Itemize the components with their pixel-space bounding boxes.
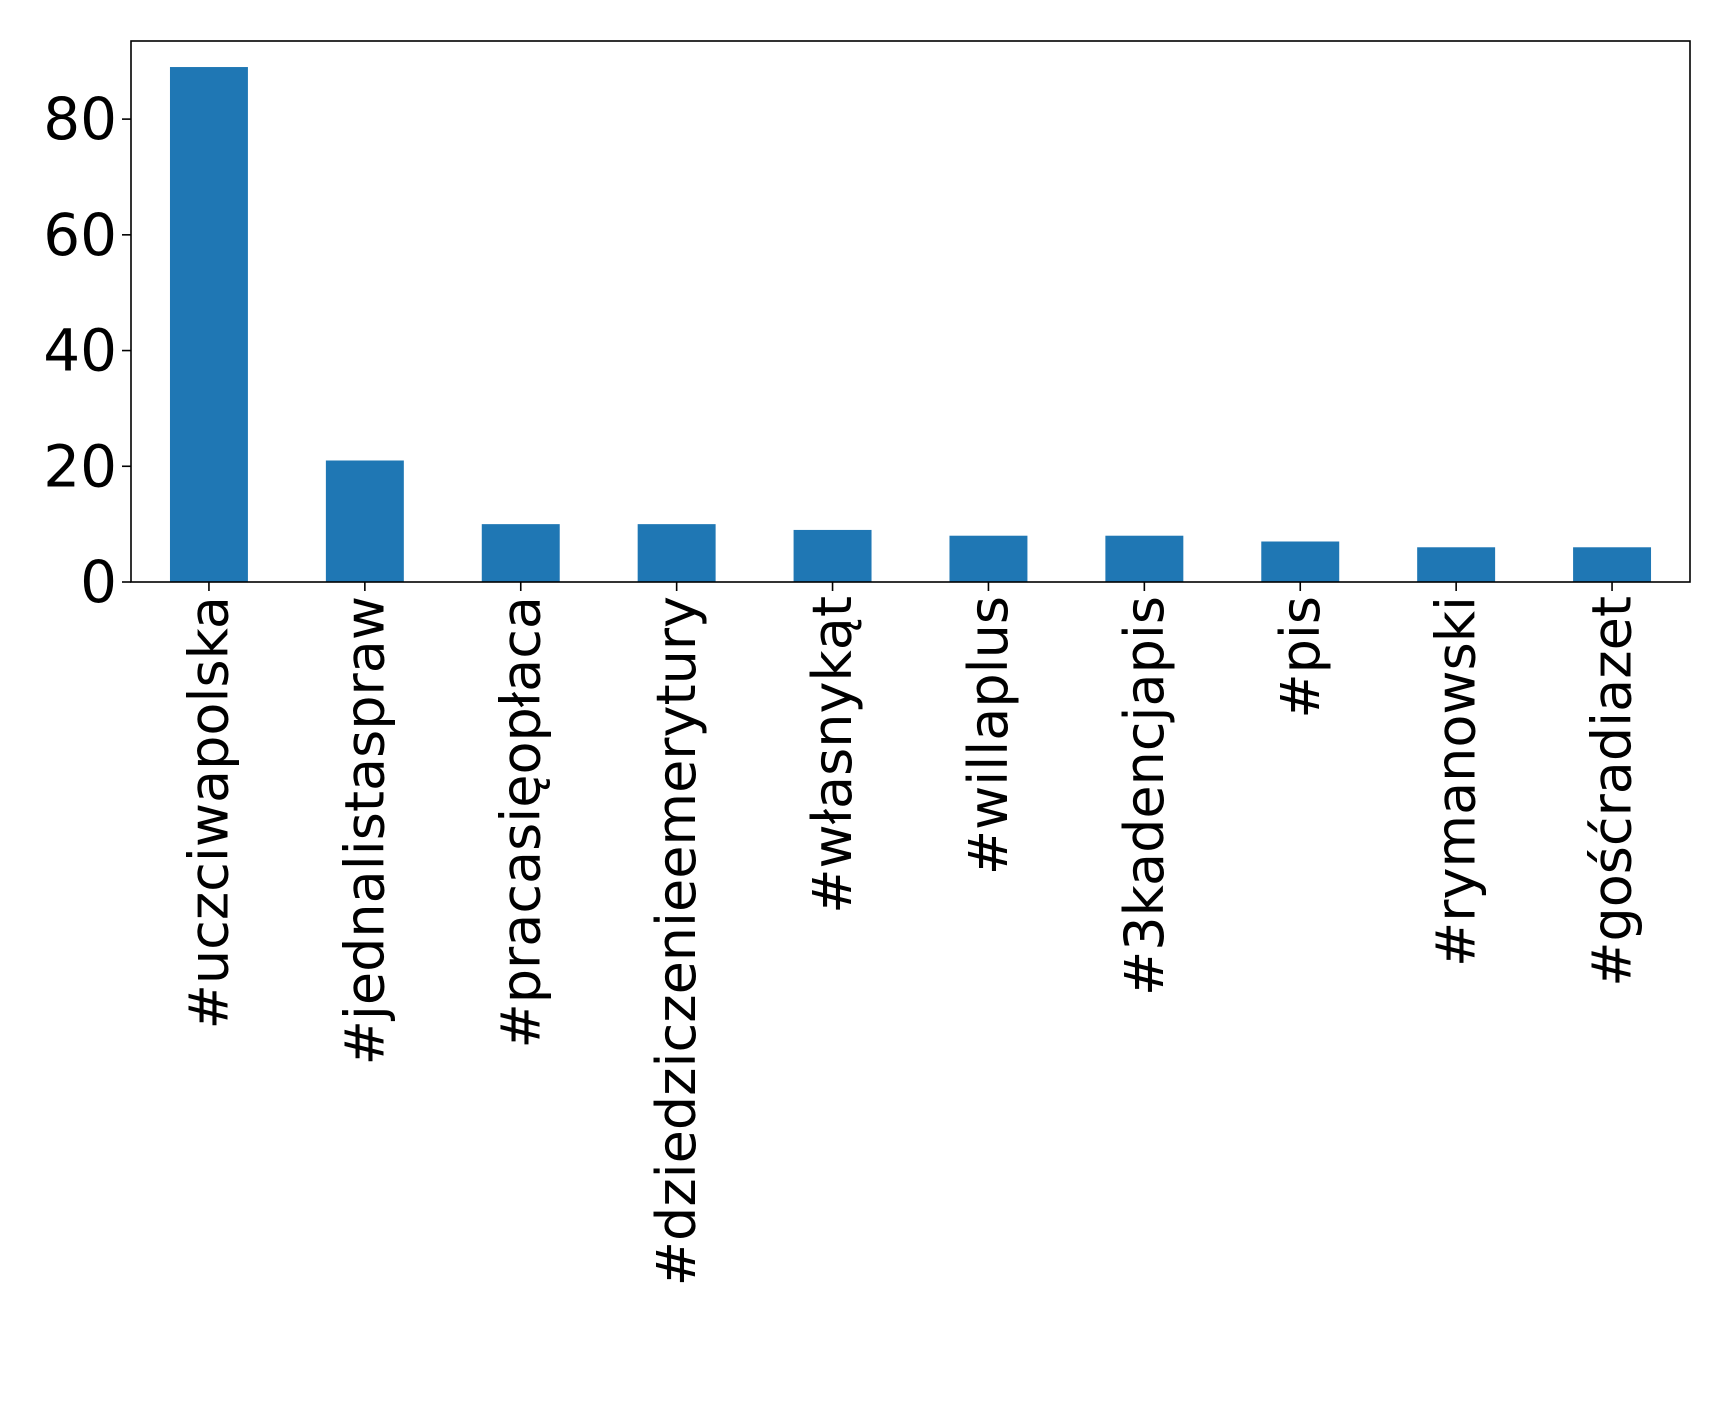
y-tick-label: 40 — [43, 317, 117, 385]
x-tick-label: #własnykąt — [801, 596, 864, 914]
y-tick-label: 20 — [43, 432, 117, 500]
bar — [949, 535, 1028, 582]
bar — [1417, 547, 1496, 582]
x-tick-label: #jednalistaspraw — [333, 596, 396, 1065]
x-tick-label: #gośćradiazet — [1581, 596, 1644, 987]
bar — [1261, 541, 1340, 582]
x-tick-label: #uczciwapolska — [177, 596, 240, 1029]
x-tick-label: #willaplus — [957, 596, 1020, 875]
bar — [637, 524, 716, 582]
x-tick-label: #dziedziczenieemerytury — [645, 596, 708, 1286]
x-tick-label: #pis — [1269, 596, 1332, 719]
bar — [1105, 535, 1184, 582]
bar — [481, 524, 560, 582]
bar — [325, 460, 404, 582]
bar — [169, 67, 248, 583]
x-tick-label: #rymanowski — [1425, 596, 1488, 967]
y-tick-label: 80 — [43, 85, 117, 153]
y-tick-label: 0 — [80, 548, 117, 616]
bars-layer — [169, 67, 1652, 583]
bar — [793, 529, 872, 582]
bar — [1573, 547, 1652, 582]
x-tick-label: #pracasięopłaca — [489, 596, 552, 1049]
labels-layer: #uczciwapolska #jednalistaspraw #pracasięo… — [43, 85, 1643, 1286]
x-tick-label: #3kadencjapis — [1113, 596, 1176, 996]
ticks-layer — [122, 118, 1613, 591]
y-tick-label: 60 — [43, 201, 117, 269]
plot-frame — [130, 40, 1691, 583]
